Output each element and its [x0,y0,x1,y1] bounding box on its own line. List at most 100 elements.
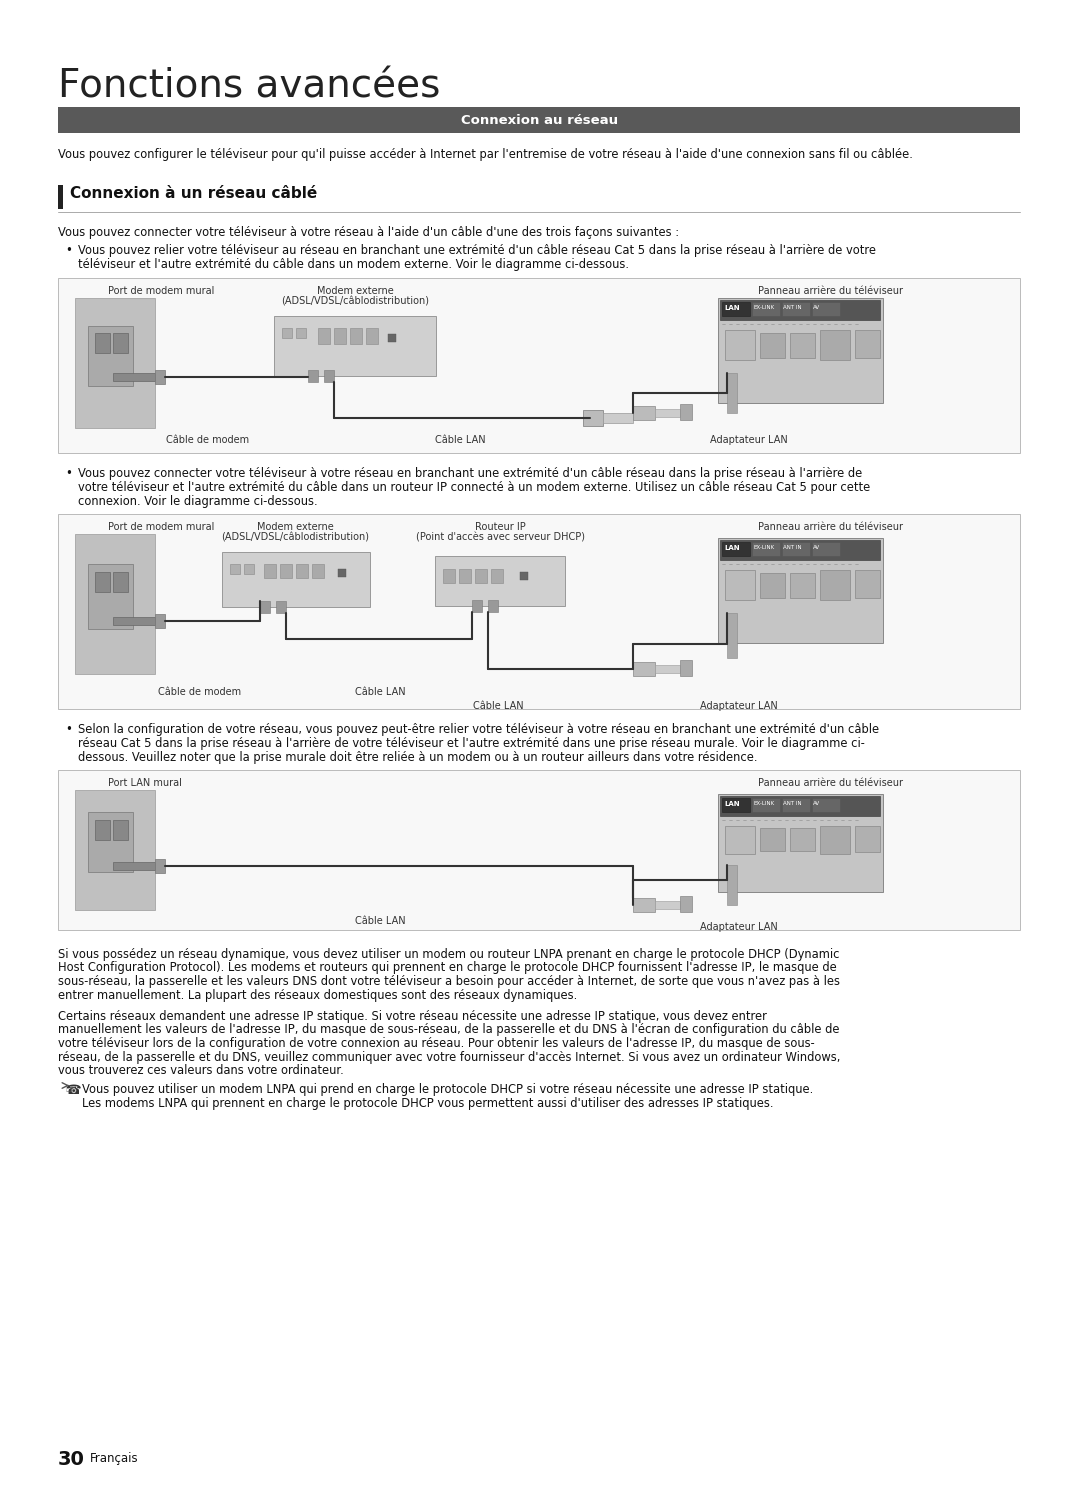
Bar [491,569,503,583]
Text: Host Configuration Protocol). Les modems et routeurs qui prennent en charge le p: Host Configuration Protocol). Les modems… [58,962,837,974]
Text: (ADSL/VDSL/câblodistribution): (ADSL/VDSL/câblodistribution) [221,532,369,542]
Text: Panneau arrière du téléviseur: Panneau arrière du téléviseur [757,521,903,532]
Bar [113,862,156,870]
Text: entrer manuellement. La plupart des réseaux domestiques sont des réseaux dynamiq: entrer manuellement. La plupart des rése… [58,989,577,1001]
Text: LAN: LAN [724,801,740,807]
Bar [58,514,1020,710]
Bar [87,813,133,872]
Bar [156,859,165,872]
Text: manuellement les valeurs de l'adresse IP, du masque de sous-réseau, de la passer: manuellement les valeurs de l'adresse IP… [58,1023,839,1037]
Bar [58,278,1020,453]
Text: Câble LAN: Câble LAN [354,687,405,698]
Text: •: • [65,468,72,480]
Bar [789,828,815,852]
Bar [820,571,850,601]
Bar [812,302,840,317]
Text: LAN: LAN [724,305,740,311]
Bar [583,409,603,426]
Bar [654,409,680,417]
Bar [820,826,850,855]
Text: votre téléviseur lors de la configuration de votre connexion au réseau. Pour obt: votre téléviseur lors de la configuratio… [58,1037,814,1050]
Bar [296,565,308,578]
Bar [95,333,110,353]
Text: Panneau arrière du téléviseur: Panneau arrière du téléviseur [757,778,903,787]
Text: Modem externe: Modem externe [316,285,393,296]
Text: Câble de modem: Câble de modem [166,435,249,445]
Bar [782,542,810,556]
Bar [680,896,692,911]
Text: Vous pouvez configurer le téléviseur pour qu'il puisse accéder à Internet par l': Vous pouvez configurer le téléviseur pou… [58,148,913,161]
Bar [760,828,785,852]
Text: votre téléviseur et l'autre extrémité du câble dans un routeur IP connecté à un : votre téléviseur et l'autre extrémité du… [78,481,870,495]
Bar [812,542,840,556]
Bar [75,790,156,910]
Text: Port LAN mural: Port LAN mural [108,778,181,787]
Text: Panneau arrière du téléviseur: Panneau arrière du téléviseur [757,285,903,296]
Text: (Point d'accès avec serveur DHCP): (Point d'accès avec serveur DHCP) [416,532,584,542]
Bar [75,297,156,427]
Bar [789,574,815,598]
Bar [789,333,815,359]
Bar [472,601,482,613]
Bar [58,185,63,209]
Bar [633,662,654,675]
Text: Port de modem mural: Port de modem mural [108,285,214,296]
Bar [274,317,436,376]
Text: vous trouverez ces valeurs dans votre ordinateur.: vous trouverez ces valeurs dans votre or… [58,1064,343,1077]
Bar [113,820,129,840]
Text: ☎: ☎ [65,1083,81,1097]
Bar [264,565,276,578]
Text: AV: AV [813,545,820,550]
Text: 30: 30 [58,1451,85,1469]
Bar [812,798,840,813]
Bar [720,539,880,560]
Text: EX-LINK: EX-LINK [753,801,774,805]
Bar [633,898,654,911]
Bar [519,572,528,580]
Bar [282,329,292,338]
Bar [718,793,883,892]
Text: Adaptateur LAN: Adaptateur LAN [710,435,787,445]
Text: •: • [65,723,72,737]
Text: Connexion à un réseau câblé: Connexion à un réseau câblé [70,185,318,202]
Bar [725,826,755,855]
Text: réseau Cat 5 dans la prise réseau à l'arrière de votre téléviseur et l'autre ext: réseau Cat 5 dans la prise réseau à l'ar… [78,737,865,750]
Text: connexion. Voir le diagramme ci-dessous.: connexion. Voir le diagramme ci-dessous. [78,495,318,508]
Bar [350,329,362,344]
Text: Adaptateur LAN: Adaptateur LAN [700,922,778,932]
Bar [334,329,346,344]
Bar [760,333,785,359]
Bar [312,565,324,578]
Bar [855,330,880,359]
Text: LAN: LAN [724,545,740,551]
Bar [244,565,254,574]
Bar [230,565,240,574]
Bar [113,617,156,624]
Bar [727,865,737,905]
Text: Vous pouvez connecter votre téléviseur à votre réseau à l'aide d'un câble d'une : Vous pouvez connecter votre téléviseur à… [58,226,679,239]
Bar [654,901,680,908]
Text: dessous. Veuillez noter que la prise murale doit être reliée à un modem ou à un : dessous. Veuillez noter que la prise mur… [78,751,757,763]
Bar [760,574,785,598]
Bar [443,569,455,583]
Text: AV: AV [813,305,820,309]
Bar [752,798,780,813]
Bar [723,798,750,813]
Bar [58,769,1020,929]
Bar [308,371,318,382]
Bar [680,660,692,675]
Text: EX-LINK: EX-LINK [753,305,774,309]
Bar [727,613,737,657]
Bar [75,533,156,674]
Text: Adaptateur LAN: Adaptateur LAN [700,701,778,711]
Bar [488,601,498,613]
Text: Vous pouvez relier votre téléviseur au réseau en branchant une extrémité d'un câ: Vous pouvez relier votre téléviseur au r… [78,244,876,257]
Text: ANT IN: ANT IN [783,305,801,309]
Text: sous-réseau, la passerelle et les valeurs DNS dont votre téléviseur a besoin pou: sous-réseau, la passerelle et les valeur… [58,976,840,988]
Bar [338,569,346,577]
Text: ☞: ☞ [65,1083,77,1097]
Text: Câble LAN: Câble LAN [354,916,405,926]
Bar [718,297,883,403]
Bar [366,329,378,344]
Bar [95,820,110,840]
